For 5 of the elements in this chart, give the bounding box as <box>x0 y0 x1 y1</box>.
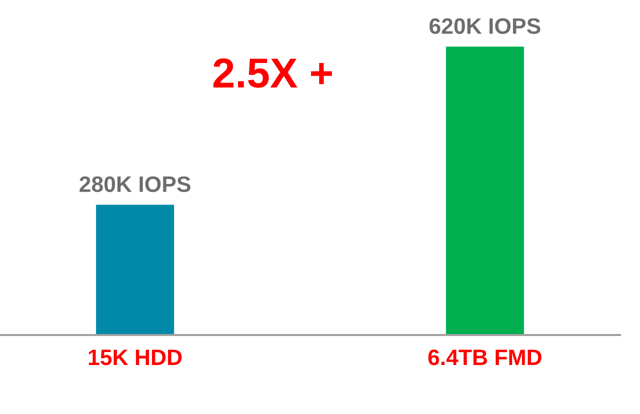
data-label: 280K IOPS <box>80 176 190 192</box>
x-tick-label: 6.4TB FMD <box>428 349 542 366</box>
x-tick-label: 15K HDD <box>88 350 182 366</box>
annotation: 2.5X + <box>213 58 332 88</box>
data-label: 620K IOPS <box>430 18 540 34</box>
